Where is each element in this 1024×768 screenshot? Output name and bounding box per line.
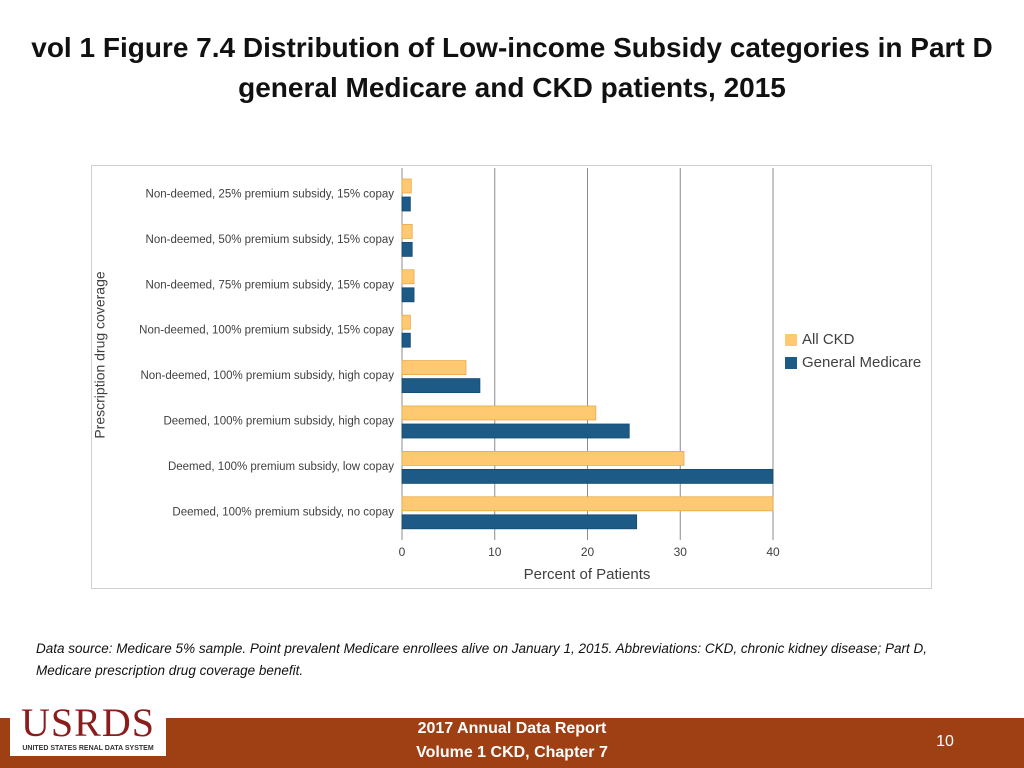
- logo-subtitle: UNITED STATES RENAL DATA SYSTEM: [22, 745, 154, 752]
- legend-swatch: [785, 357, 797, 369]
- legend-swatch: [785, 334, 797, 346]
- y-axis-label: Prescription drug coverage: [92, 271, 108, 439]
- category-label: Non-deemed, 100% premium subsidy, 15% co…: [139, 325, 394, 337]
- logo-text: USRDS: [21, 700, 155, 745]
- category-label: Deemed, 100% premium subsidy, no copay: [172, 506, 394, 518]
- x-tick-label: 10: [488, 545, 502, 559]
- bar: [401, 314, 411, 330]
- bar: [401, 269, 415, 285]
- bar: [401, 224, 413, 239]
- x-tick-label: 40: [766, 545, 780, 559]
- x-tick-label: 30: [674, 545, 688, 559]
- category-label: Non-deemed, 25% premium subsidy, 15% cop…: [146, 189, 395, 201]
- bar: [401, 514, 638, 530]
- bar: [401, 378, 481, 394]
- report-volume: Volume 1 CKD, Chapter 7: [416, 744, 608, 761]
- category-label: Non-deemed, 75% premium subsidy, 15% cop…: [146, 279, 395, 291]
- data-source-note: Data source: Medicare 5% sample. Point p…: [36, 641, 927, 678]
- bar: [401, 332, 411, 348]
- x-tick-label: 20: [581, 545, 595, 559]
- x-tick-label: 0: [399, 545, 406, 559]
- bar: [401, 423, 630, 439]
- x-axis-label: Percent of Patients: [524, 566, 651, 583]
- category-label: Non-deemed, 100% premium subsidy, high c…: [140, 370, 394, 382]
- legend-label: All CKD: [802, 331, 855, 348]
- bar: [401, 178, 412, 194]
- bar: [401, 242, 413, 257]
- chart: 0 10 20 30 40 Percent of Patients Prescription…: [91, 165, 932, 589]
- bar: [401, 450, 685, 466]
- footer-bar: [0, 718, 1024, 768]
- logo: USRDS UNITED STATES RENAL DATA SYSTEM: [10, 702, 166, 756]
- page-number: 10: [936, 733, 954, 750]
- category-label: Deemed, 100% premium subsidy, high copay: [163, 416, 394, 428]
- bar: [401, 468, 774, 484]
- bar: [401, 287, 415, 303]
- bar: [401, 196, 411, 212]
- category-label: Non-deemed, 50% premium subsidy, 15% cop…: [146, 234, 395, 246]
- bar: [401, 405, 597, 421]
- bar: [401, 360, 467, 376]
- legend-label: General Medicare: [802, 354, 921, 371]
- slide-title: vol 1 Figure 7.4 Distribution of Low-inc…: [31, 32, 993, 103]
- category-label: Deemed, 100% premium subsidy, low copay: [168, 461, 394, 473]
- bar: [401, 496, 774, 512]
- report-title: 2017 Annual Data Report: [417, 720, 607, 737]
